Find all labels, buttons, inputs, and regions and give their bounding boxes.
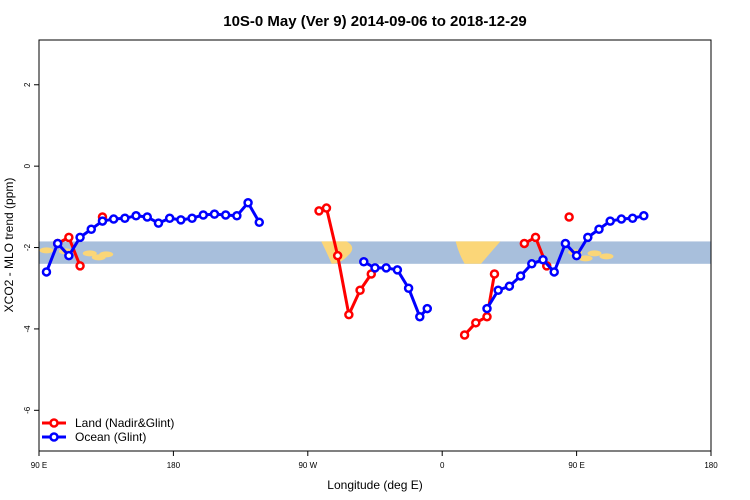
y-tick-label: -4	[23, 325, 32, 333]
x-tick-label: 90 E	[31, 461, 47, 470]
data-point	[504, 281, 515, 291]
data-point	[359, 257, 369, 267]
data-point	[381, 263, 391, 273]
data-point	[616, 214, 627, 224]
x-axis-label: Longitude (deg E)	[327, 478, 422, 492]
data-point	[64, 250, 74, 261]
data-point	[64, 232, 74, 243]
legend-marker	[49, 432, 59, 442]
data-point	[243, 198, 253, 208]
data-point	[370, 263, 380, 273]
series-line	[463, 273, 496, 337]
y-axis-label: XCO2 - MLO trend (ppm)	[2, 178, 16, 313]
data-point	[538, 254, 548, 265]
data-point	[403, 283, 414, 293]
data-point	[493, 285, 503, 296]
data-point	[131, 211, 141, 221]
x-tick-label: 90 W	[298, 461, 317, 470]
data-point	[108, 214, 119, 224]
x-tick-label: 180	[167, 461, 181, 470]
data-point	[422, 303, 433, 314]
x-tick-label: 0	[440, 461, 445, 470]
data-point	[527, 259, 537, 269]
y-tick-label: -2	[23, 243, 32, 251]
data-point	[314, 206, 324, 216]
data-point	[198, 210, 209, 220]
x-tick-label: 90 E	[568, 461, 584, 470]
x-tick-label: 180	[704, 461, 718, 470]
data-point	[471, 318, 481, 328]
series-land	[52, 203, 574, 340]
data-point	[530, 232, 541, 243]
data-point	[594, 224, 604, 234]
data-point	[639, 211, 649, 221]
data-point	[355, 285, 365, 296]
data-point	[482, 311, 492, 322]
data-point	[482, 303, 492, 314]
data-point	[142, 212, 153, 222]
data-point	[232, 211, 242, 221]
background-band	[39, 241, 711, 264]
data-point	[75, 261, 85, 271]
data-point	[392, 265, 403, 275]
y-tick-label: 2	[23, 82, 32, 87]
data-point	[415, 311, 425, 322]
series-ocean	[41, 198, 649, 322]
data-point	[176, 215, 186, 225]
data-point	[549, 267, 559, 277]
y-tick-label: -6	[23, 406, 32, 414]
land-patch	[578, 255, 593, 262]
data-point	[220, 210, 231, 220]
land-patch	[599, 253, 614, 260]
data-point	[560, 238, 571, 249]
data-point	[459, 330, 470, 340]
land-patch	[587, 250, 602, 257]
land-patch	[455, 241, 501, 264]
data-point	[164, 213, 175, 223]
data-point	[153, 218, 164, 228]
legend: Land (Nadir&Glint)Ocean (Glint)	[42, 416, 174, 444]
land-patch	[39, 247, 54, 254]
chart-title: 10S-0 May (Ver 9) 2014-09-06 to 2018-12-…	[223, 13, 527, 30]
series-layer	[41, 198, 649, 340]
data-point	[564, 212, 574, 222]
data-point	[583, 232, 593, 243]
legend-label: Land (Nadir&Glint)	[75, 416, 174, 430]
data-point	[332, 250, 343, 261]
data-point	[75, 232, 85, 243]
y-tick-label: 0	[23, 163, 32, 168]
legend-marker	[49, 418, 59, 428]
land-patch	[82, 250, 97, 257]
data-point	[41, 267, 52, 277]
axes: 90 E 180 90 W 0 90 E 180 2 0 -2 -4 -6	[23, 39, 718, 470]
data-point	[86, 224, 97, 234]
ocean-band	[39, 241, 711, 264]
data-point	[120, 213, 130, 223]
data-point	[344, 309, 354, 320]
data-point	[627, 213, 638, 223]
data-point	[571, 250, 582, 261]
plot-frame	[38, 39, 712, 452]
data-point	[519, 238, 530, 249]
data-point	[605, 216, 615, 226]
land-patch	[99, 251, 114, 258]
data-point	[515, 271, 526, 281]
data-point	[489, 269, 500, 279]
data-point	[254, 217, 265, 228]
data-point	[209, 209, 220, 219]
data-point	[52, 238, 63, 249]
data-point	[187, 213, 197, 223]
data-point	[97, 216, 108, 226]
data-point	[321, 203, 332, 213]
legend-label: Ocean (Glint)	[75, 430, 146, 444]
